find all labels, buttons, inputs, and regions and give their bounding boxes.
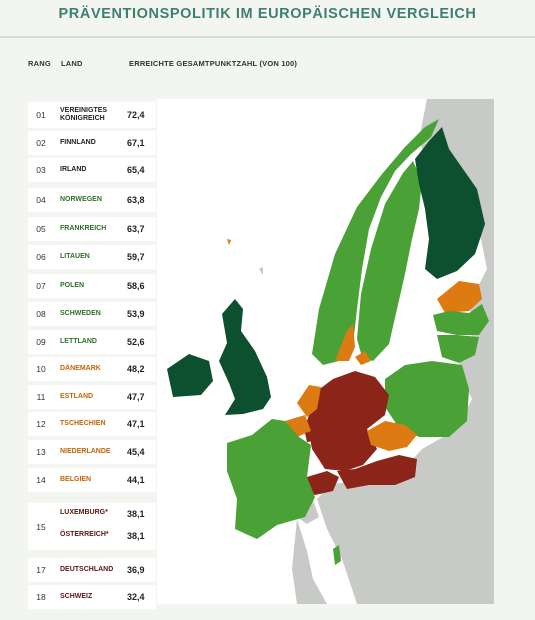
map-norway	[312, 119, 439, 365]
country-name: DEUTSCHLAND	[60, 566, 114, 573]
table-row: 01 VEREINIGTES KÖNIGREICH 72,4	[28, 102, 156, 128]
rank-cell: 09	[36, 337, 46, 347]
map-sweden	[357, 161, 422, 361]
map-czechia	[367, 421, 417, 451]
map-poland	[385, 361, 469, 437]
rank-cell: 07	[36, 281, 46, 291]
rank-cell: 08	[36, 309, 46, 319]
rank-cell: 04	[36, 195, 46, 205]
score-cell: 72,4	[127, 110, 145, 120]
table-row: 13 NIEDERLANDE 45,4	[28, 440, 156, 464]
score-cell: 65,4	[127, 165, 145, 175]
rank-cell: 15	[36, 521, 46, 532]
map-belgium	[285, 415, 311, 437]
table-row: 04 NORWEGEN 63,8	[28, 188, 156, 212]
score-cell: 58,6	[127, 281, 145, 291]
country-name: TSCHECHIEN	[60, 420, 106, 427]
score-cell: 53,9	[127, 309, 145, 319]
map-germany	[307, 371, 389, 471]
country-name: LUXEMBURG*	[60, 509, 108, 516]
table-row: 18 SCHWEIZ 32,4	[28, 585, 156, 609]
table-row: 11 ESTLAND 47,7	[28, 385, 156, 409]
table-row: 05 FRANKREICH 63,7	[28, 217, 156, 241]
table-row: 08 SCHWEDEN 53,9	[28, 302, 156, 326]
rank-cell: 06	[36, 252, 46, 262]
map-latvia	[433, 304, 489, 335]
rank-cell: 13	[36, 447, 46, 457]
map-finland	[415, 127, 485, 279]
rank-cell: 02	[36, 138, 46, 148]
table-row: 09 LETTLAND 52,6	[28, 330, 156, 354]
column-header-score: ERREICHTE GESAMTPUNKTZAHL (VON 100)	[129, 59, 298, 68]
table-row: 12 TSCHECHIEN 47,1	[28, 412, 156, 436]
rank-cell: 03	[36, 165, 46, 175]
table-row: 17 DEUTSCHLAND 36,9	[28, 558, 156, 582]
country-name: DÄNEMARK	[60, 365, 101, 372]
country-name: BELGIEN	[60, 476, 92, 483]
country-name: FINNLAND	[60, 139, 96, 146]
score-cell: 44,1	[127, 475, 145, 485]
score-cell: 67,1	[127, 138, 145, 148]
country-name: ÖSTERREICH*	[60, 531, 109, 538]
score-cell: 32,4	[127, 592, 145, 602]
score-cell: 59,7	[127, 252, 145, 262]
column-header-rank: RANG	[28, 59, 51, 68]
country-name: FRANKREICH	[60, 225, 107, 232]
country-name: ESTLAND	[60, 393, 94, 400]
map-switzerland	[304, 471, 339, 495]
country-name: POLEN	[60, 282, 85, 289]
score-cell: 47,1	[127, 419, 145, 429]
page-title: PRÄVENTIONSPOLITIK IM EUROPÄISCHEN VERGL…	[58, 6, 477, 22]
rank-cell: 17	[36, 565, 46, 575]
table-row: 02 FINNLAND 67,1	[28, 131, 156, 155]
table-row: 10 DÄNEMARK 48,2	[28, 357, 156, 381]
rank-cell: 14	[36, 475, 46, 485]
rank-cell: 10	[36, 364, 46, 374]
table-row: 14 BELGIEN 44,1	[28, 468, 156, 492]
country-name: VEREINIGTES KÖNIGREICH	[60, 107, 108, 122]
country-name: NIEDERLANDE	[60, 448, 111, 455]
score-cell: 52,6	[127, 337, 145, 347]
country-name: NORWEGEN	[60, 196, 102, 203]
map-lithuania	[437, 335, 479, 363]
country-name: LETTLAND	[60, 338, 97, 345]
rank-cell: 11	[36, 392, 46, 402]
rank-cell: 01	[36, 110, 46, 120]
score-cell: 45,4	[127, 447, 145, 457]
map-denmark	[335, 324, 355, 361]
map-luxembourg	[305, 431, 314, 442]
country-name: SCHWEIZ	[60, 593, 93, 600]
rank-cell: 05	[36, 224, 46, 234]
score-cell: 36,9	[127, 565, 145, 575]
score-cell: 38,1	[127, 509, 145, 519]
map-france	[227, 419, 315, 539]
country-name: SCHWEDEN	[60, 310, 101, 317]
map-netherlands	[297, 385, 321, 417]
title-divider	[0, 36, 535, 38]
score-cell: 63,8	[127, 195, 145, 205]
rank-cell: 18	[36, 592, 46, 602]
table-row: 03 IRLAND 65,4	[28, 158, 156, 182]
map-ireland	[167, 354, 213, 397]
column-header-country: LAND	[61, 59, 83, 68]
map-estonia	[437, 281, 482, 313]
country-name: LITAUEN	[60, 253, 90, 260]
map-uk	[219, 299, 271, 415]
rank-cell: 12	[36, 419, 46, 429]
map-other-countries	[317, 99, 494, 604]
table-row: 07 POLEN 58,6	[28, 274, 156, 298]
score-cell: 38,1	[127, 531, 145, 541]
map-corsica	[333, 545, 341, 565]
score-cell: 63,7	[127, 224, 145, 234]
europe-map	[157, 99, 494, 604]
score-cell: 48,2	[127, 364, 145, 374]
country-name: IRLAND	[60, 166, 87, 173]
table-row: 15 LUXEMBURG* 38,1 ÖSTERREICH* 38,1	[28, 503, 156, 550]
map-austria	[337, 455, 417, 489]
table-row: 06 LITAUEN 59,7	[28, 245, 156, 269]
score-cell: 47,7	[127, 392, 145, 402]
